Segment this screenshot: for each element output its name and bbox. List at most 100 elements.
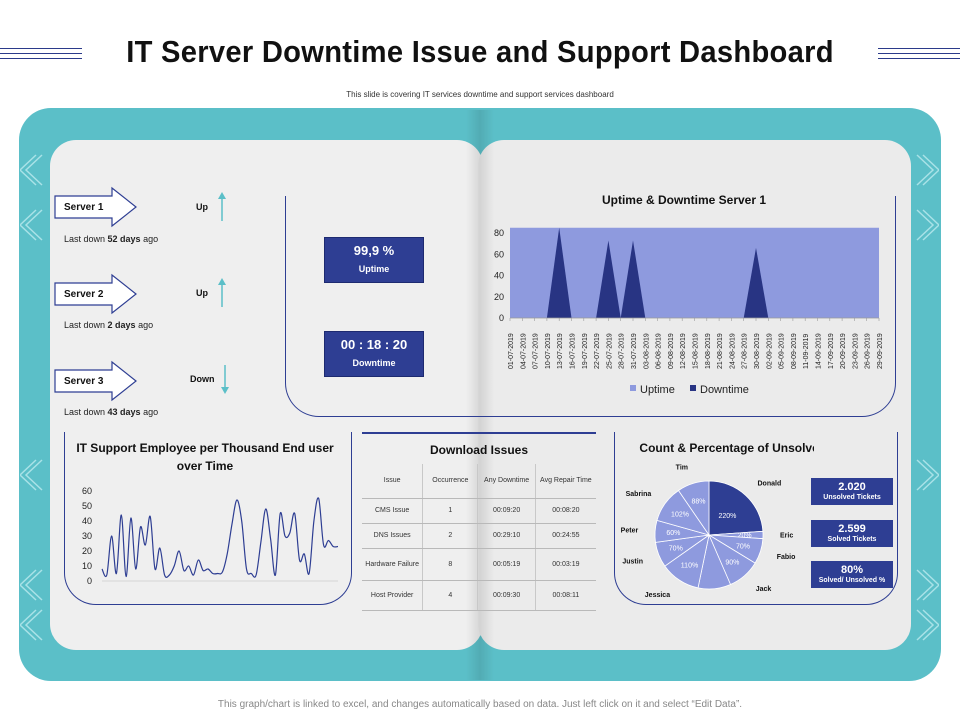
x-tick-label: 15-08-2019 bbox=[693, 333, 700, 369]
pie-slice-name: Justin bbox=[622, 559, 643, 566]
pie-slice-pct: 70% bbox=[669, 546, 683, 553]
server-2-name: Server 2 bbox=[64, 289, 104, 300]
pie-slice bbox=[677, 480, 710, 537]
table-cell: Host Provider bbox=[362, 580, 424, 611]
x-tick-label: 14-09-2019 bbox=[816, 333, 823, 369]
downtime-kpi: 00 : 18 : 20 Downtime bbox=[324, 331, 424, 377]
table-header-cell: Occurrence bbox=[422, 464, 479, 499]
unsolved-tickets-label: Unsolved Tickets bbox=[823, 494, 881, 501]
unsolved-tickets-pie: Count & Percentage of Unsolved Tickets 22… bbox=[621, 441, 814, 599]
table-cell: 00:29:10 bbox=[477, 523, 536, 549]
title-decor-left bbox=[0, 58, 82, 59]
chart-title: Uptime & Downtime Server 1 bbox=[602, 193, 766, 207]
table-cell: 00:03:19 bbox=[535, 548, 596, 581]
title-decor-left bbox=[0, 53, 82, 54]
y-tick-label: 30 bbox=[82, 531, 92, 541]
y-tick-label: 40 bbox=[494, 271, 504, 281]
server-1-arrow-icon bbox=[54, 186, 137, 228]
downtime-peak bbox=[620, 240, 646, 318]
x-tick-label: 18-08-2019 bbox=[705, 333, 712, 369]
y-tick-label: 50 bbox=[82, 501, 92, 511]
table-cell: 00:05:19 bbox=[477, 548, 536, 581]
table-cell: 00:09:20 bbox=[477, 498, 536, 524]
table-header-row: Issue Occurrence Any Downtime Avg Repair… bbox=[362, 464, 596, 499]
legend-uptime-label: Uptime bbox=[640, 384, 675, 396]
table-cell: CMS Issue bbox=[362, 498, 424, 524]
x-tick-label: 09-08-2019 bbox=[668, 333, 675, 369]
uptime-label: Uptime bbox=[358, 264, 390, 274]
solved-ratio-value: 80% bbox=[840, 564, 864, 576]
x-tick-label: 31-07-2019 bbox=[631, 333, 638, 369]
y-tick-label: 20 bbox=[82, 546, 92, 556]
pie-slice-name: Jack bbox=[756, 586, 772, 593]
pie-slice-pct: 90% bbox=[725, 559, 739, 566]
unsolved-tickets-value: 2.020 bbox=[838, 481, 866, 493]
y-tick-label: 60 bbox=[82, 486, 92, 496]
table-cell: 4 bbox=[422, 580, 479, 611]
title-decor-right bbox=[878, 58, 960, 59]
x-tick-label: 22-07-2019 bbox=[594, 333, 601, 369]
x-tick-label: 19-07-2019 bbox=[582, 333, 589, 369]
solved-ratio-box: 80% Solved/ Unsolved % bbox=[811, 561, 893, 588]
downtime-peak bbox=[596, 240, 621, 318]
pie-slice-name: Peter bbox=[621, 528, 639, 535]
support-panel-frame bbox=[64, 432, 352, 605]
table-header-cell: Avg Repair Time bbox=[535, 464, 596, 499]
downtime-peak bbox=[546, 227, 572, 318]
table-cell: DNS Issues bbox=[362, 523, 424, 549]
x-tick-label: 05-09-2019 bbox=[779, 333, 786, 369]
pie-slice-name: Jessica bbox=[645, 592, 670, 599]
x-tick-label: 29-09-2019 bbox=[877, 333, 884, 369]
server-3-status: Down bbox=[190, 374, 215, 384]
title-decor-right bbox=[878, 48, 960, 49]
table-row: DNS Issues 2 00:29:10 00:24:55 bbox=[362, 523, 596, 549]
table-cell: 8 bbox=[422, 548, 479, 581]
pie-slice-pct: 20% bbox=[738, 533, 752, 540]
table-row: Host Provider 4 00:09:30 00:08:11 bbox=[362, 580, 596, 611]
y-tick-label: 60 bbox=[494, 249, 504, 259]
legend-uptime-swatch bbox=[630, 385, 636, 391]
uptime-downtime-chart: Uptime & Downtime Server 1 0 20 40 60 80 01-07… bbox=[494, 193, 884, 396]
legend-downtime-label: Downtime bbox=[700, 384, 749, 396]
y-tick-label: 10 bbox=[82, 561, 92, 571]
solved-ratio-label: Solved/ Unsolved % bbox=[818, 577, 886, 584]
x-tick-label: 23-09-2019 bbox=[852, 333, 859, 369]
pie-slice-pct: 70% bbox=[736, 543, 750, 550]
x-tick-label: 07-07-2019 bbox=[533, 333, 540, 369]
server-1-last-down: Last down 52 days ago bbox=[64, 234, 159, 244]
footer-note: This graph/chart is linked to excel, and… bbox=[217, 699, 743, 710]
x-tick-label: 28-07-2019 bbox=[619, 333, 626, 369]
downtime-label: Downtime bbox=[352, 358, 396, 368]
table-cell: 1 bbox=[422, 498, 479, 524]
downtime-peak bbox=[743, 247, 769, 318]
tickets-panel-frame bbox=[614, 432, 898, 605]
support-series-line bbox=[101, 497, 339, 578]
server-1-name: Server 1 bbox=[64, 202, 104, 213]
x-tick-label: 11-09-2019 bbox=[803, 334, 810, 369]
server-1-status: Up bbox=[196, 202, 208, 212]
table-header-cell: Any Downtime bbox=[477, 464, 536, 499]
table-cell: Hardware Failure bbox=[362, 548, 424, 581]
x-tick-label: 06-08-2019 bbox=[656, 333, 663, 369]
table-cell: 00:09:30 bbox=[477, 580, 536, 611]
y-tick-label: 40 bbox=[82, 516, 92, 526]
support-employee-chart: IT Support Employee per Thousand End use… bbox=[76, 441, 339, 586]
x-tick-label: 04-07-2019 bbox=[520, 333, 527, 369]
table-cell: 00:08:11 bbox=[535, 580, 596, 611]
title-decor-right bbox=[878, 53, 960, 54]
page-title: IT Server Downtime Issue and Support Das… bbox=[126, 34, 834, 69]
server-2-last-down: Last down 2 days ago bbox=[64, 320, 154, 330]
uptime-kpi: 99,9 % Uptime bbox=[324, 237, 424, 283]
y-tick-label: 80 bbox=[494, 228, 504, 238]
page-subtitle: This slide is covering IT services downt… bbox=[346, 90, 614, 99]
table-cell: 00:08:20 bbox=[535, 498, 596, 524]
x-tick-label: 25-07-2019 bbox=[606, 333, 613, 369]
table-header-cell: Issue bbox=[362, 464, 424, 499]
pie-slice-name: Donald bbox=[758, 481, 782, 488]
server-3-name: Server 3 bbox=[64, 376, 104, 387]
legend-downtime-swatch bbox=[690, 385, 696, 391]
server-3-arrow-icon bbox=[54, 360, 137, 402]
chart-title: Count & Percentage of Unsolved Tickets bbox=[639, 441, 814, 455]
arrow-up-icon bbox=[218, 278, 226, 307]
chevron-decor-left-icon bbox=[20, 154, 43, 641]
